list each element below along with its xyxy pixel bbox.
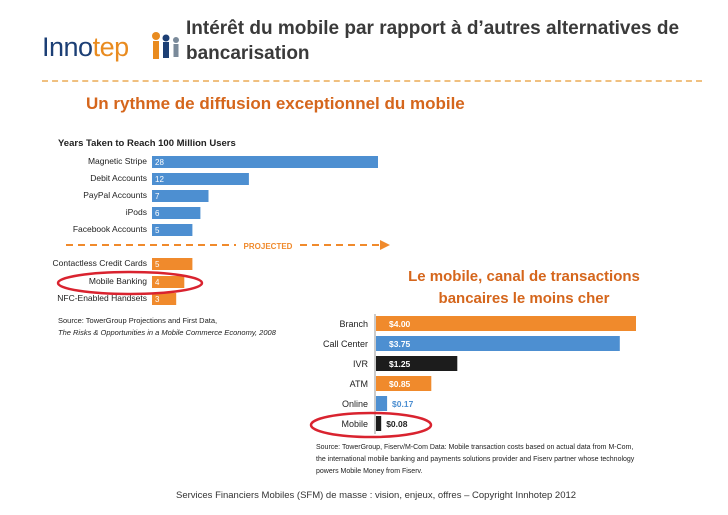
value-label: 4	[155, 278, 160, 287]
value-label: 28	[155, 158, 164, 167]
category-label: Call Center	[323, 339, 368, 349]
category-label: NFC-Enabled Handsets	[57, 293, 147, 303]
chart-title: Years Taken to Reach 100 Million Users	[58, 138, 236, 149]
category-label: PayPal Accounts	[83, 190, 147, 200]
bar	[152, 156, 378, 168]
category-label: Contactless Credit Cards	[53, 258, 147, 268]
category-label: Branch	[339, 319, 368, 329]
bar	[376, 396, 388, 411]
value-label: 5	[155, 226, 160, 235]
category-label: IVR	[353, 359, 369, 369]
value-label: 7	[155, 192, 160, 201]
footer-copyright: Services Financiers Mobiles (SFM) de mas…	[176, 490, 577, 501]
value-label: 6	[155, 209, 160, 218]
source-line-3: powers Mobile Money from Fiserv.	[316, 468, 423, 475]
bars-group: Branch $4.00 Call Center $3.75 IVR $1.25 ATM $0…	[323, 316, 636, 431]
right-heading: Le mobile, canal de transactions bancair…	[408, 268, 640, 307]
bar	[152, 258, 193, 270]
bar	[376, 416, 382, 431]
category-label: Mobile Banking	[89, 276, 147, 286]
bar	[376, 316, 636, 331]
category-label: ATM	[350, 379, 368, 389]
bars-group: Magnetic Stripe 28 Debit Accounts 12 PayPal …	[53, 156, 378, 305]
value-label: $3.75	[389, 339, 411, 349]
logo-part-2: tep	[92, 32, 130, 62]
source-line-1: Source: TowerGroup Projections and First…	[58, 316, 217, 325]
category-label: Debit Accounts	[90, 173, 147, 183]
page-title: Intérêt du mobile par rapport à d’autres…	[186, 18, 680, 64]
category-label: Online	[342, 399, 368, 409]
logo-people-icon	[152, 32, 179, 59]
bar	[152, 293, 177, 305]
value-label: 5	[155, 260, 160, 269]
bar	[376, 356, 458, 371]
bar	[152, 224, 193, 236]
value-label: $4.00	[389, 319, 411, 329]
projected-arrow-icon	[380, 240, 390, 250]
source-line-1: Source: TowerGroup, Fiserv/M-Com Data: M…	[316, 444, 633, 451]
logo-part-1: Inno	[42, 32, 93, 62]
value-label: $0.85	[389, 379, 411, 389]
source-line-2: the international mobile banking and pay…	[316, 456, 635, 463]
value-label: $0.17	[392, 399, 414, 409]
highlight-circle-mobile	[309, 411, 433, 439]
bar	[152, 207, 201, 219]
source-line-2: The Risks & Opportunities in a Mobile Co…	[58, 328, 277, 337]
category-label: iPods	[126, 207, 147, 217]
logo-text: Innotep	[42, 32, 129, 63]
category-label: Mobile	[341, 419, 368, 429]
value-label: $1.25	[389, 359, 411, 369]
value-label: $0.08	[386, 419, 408, 429]
category-label: Magnetic Stripe	[88, 156, 147, 166]
bar	[152, 190, 209, 202]
value-label: 12	[155, 175, 164, 184]
bar	[376, 336, 620, 351]
projected-label: PROJECTED	[244, 242, 293, 251]
header-divider	[42, 80, 702, 82]
bar	[152, 173, 249, 185]
bar	[376, 376, 432, 391]
highlight-circle-mobile-banking	[56, 270, 204, 296]
section-subtitle: Un rythme de diffusion exceptionnel du m…	[86, 94, 465, 113]
value-label: 3	[155, 295, 160, 304]
logo: Innotep	[42, 28, 184, 68]
bar	[152, 276, 185, 288]
category-label: Facebook Accounts	[73, 224, 147, 234]
